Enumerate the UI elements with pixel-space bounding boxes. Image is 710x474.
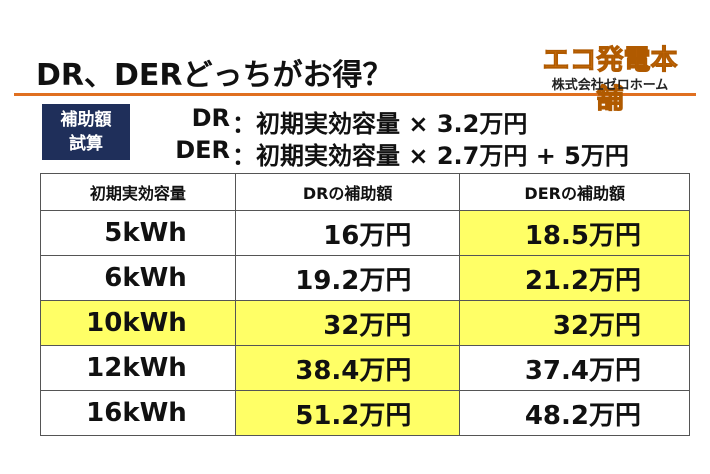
table-cell: 37.4万円 (459, 345, 690, 391)
table-cell: 32万円 (234, 300, 461, 346)
logo-brand: エコ発電本舗 (542, 45, 678, 116)
header-cell: DERの補助額 (459, 173, 690, 211)
table-row: 6kWh 19.2万円 21.2万円 (40, 255, 690, 301)
table-cell: 51.2万円 (234, 390, 461, 436)
subsidy-table: 初期実効容量 DRの補助額 DERの補助額 5kWh 16万円 18.5万円 6kWh 19.… (40, 173, 690, 436)
table-cell: 18.5万円 (459, 210, 690, 256)
table-cell: 12kWh (40, 345, 236, 391)
label-line: 試算 (69, 134, 103, 154)
table-cell: 10kWh (40, 300, 236, 346)
table-row: 10kWh 32万円 32万円 (40, 300, 690, 346)
header-row: 初期実効容量 DRの補助額 DERの補助額 (40, 173, 690, 211)
formula-name: DR (191, 104, 230, 132)
table-cell: 16kWh (40, 390, 236, 436)
formula-text: ：初期実効容量 × 3.2万円 (232, 110, 528, 138)
title-rule (14, 93, 696, 96)
table-cell: 32万円 (459, 300, 690, 346)
table-row: 16kWh 51.2万円 48.2万円 (40, 390, 690, 436)
table-cell: 21.2万円 (459, 255, 690, 301)
title: DR、DERどっちがお得？ (36, 58, 393, 93)
table-cell: 19.2万円 (234, 255, 461, 301)
table-cell: 38.4万円 (234, 345, 461, 391)
logo-company: 株式会社ゼロホーム (551, 78, 669, 93)
table-cell: 5kWh (40, 210, 236, 256)
label-line: 補助額 (60, 110, 112, 130)
header-cell: 初期実効容量 (40, 173, 236, 211)
table-row: 5kWh 16万円 18.5万円 (40, 210, 690, 256)
formula-name: DER (175, 136, 230, 164)
table-cell: 48.2万円 (459, 390, 690, 436)
table-cell: 6kWh (40, 255, 236, 301)
table-cell: 16万円 (234, 210, 461, 256)
header-cell: DRの補助額 (234, 173, 461, 211)
table-row: 12kWh 38.4万円 37.4万円 (40, 345, 690, 391)
formula-label: 補助額 試算 (42, 104, 130, 160)
formula-text: ：初期実効容量 × 2.7万円 + 5万円 (232, 142, 629, 170)
